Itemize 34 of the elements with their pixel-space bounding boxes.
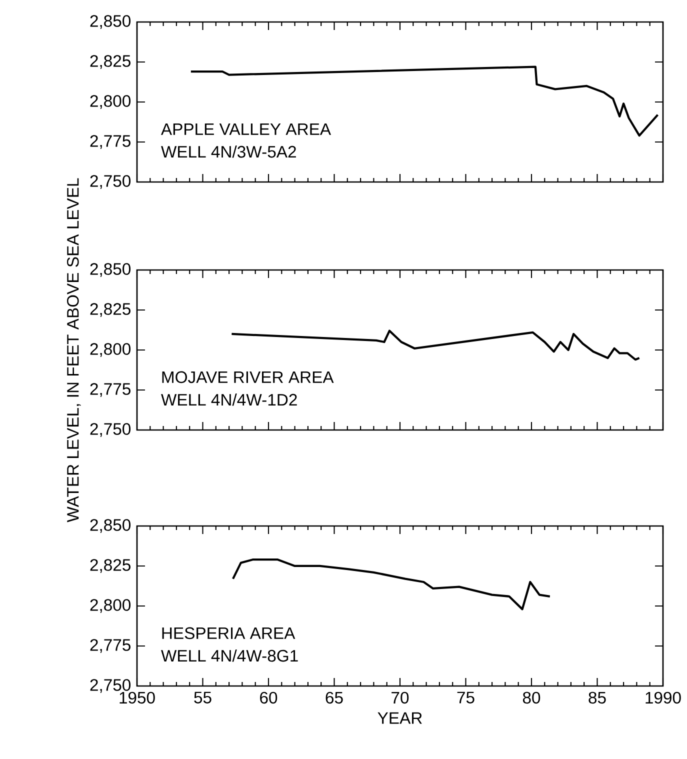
y-axis-title: WATER LEVEL, IN FEET ABOVE SEA LEVEL — [66, 178, 81, 522]
y-tick-label: 2,825 — [90, 559, 130, 573]
y-tick-label: 2,750 — [90, 679, 130, 693]
annotation: MOJAVE RIVER AREA — [162, 371, 334, 384]
x-tick-label: 65 — [326, 692, 343, 704]
y-tick-label: 2,850 — [90, 263, 130, 277]
x-tick-label: 1990 — [646, 692, 681, 704]
y-tick-label: 2,800 — [90, 599, 130, 613]
y-tick-label: 2,800 — [90, 95, 130, 109]
annotation: HESPERIA AREA — [162, 627, 296, 640]
annotation: WELL 4N/4W-1D2 — [160, 393, 297, 406]
y-tick-label: 2,775 — [90, 639, 130, 653]
y-tick-label: 2,750 — [90, 175, 130, 189]
y-tick-label: 2,800 — [90, 343, 130, 357]
x-tick-label: 70 — [392, 692, 409, 704]
x-tick-label: 1950 — [120, 692, 155, 704]
y-tick-label: 2,850 — [90, 519, 130, 533]
line-series — [230, 330, 640, 361]
x-tick-label: 55 — [194, 692, 212, 704]
y-tick-label: 2,775 — [90, 383, 130, 397]
y-tick-label: 2,825 — [90, 55, 130, 69]
y-tick-label: 2,750 — [90, 423, 130, 437]
y-tick-label: 2,825 — [90, 303, 130, 317]
line-series — [232, 558, 551, 610]
x-tick-label: 85 — [588, 692, 606, 704]
annotation: APPLE VALLEY AREA — [160, 123, 331, 135]
x-axis-title: YEAR — [378, 712, 422, 724]
annotation: WELL 4N/4W-8G1 — [160, 649, 298, 662]
y-tick-label: 2,850 — [90, 15, 130, 29]
y-tick-label: 2,775 — [90, 135, 130, 149]
x-tick-label: 60 — [260, 692, 278, 704]
x-tick-label: 80 — [522, 692, 540, 704]
annotation: WELL 4N/3W-5A2 — [160, 145, 296, 158]
x-tick-label: 75 — [457, 692, 474, 704]
